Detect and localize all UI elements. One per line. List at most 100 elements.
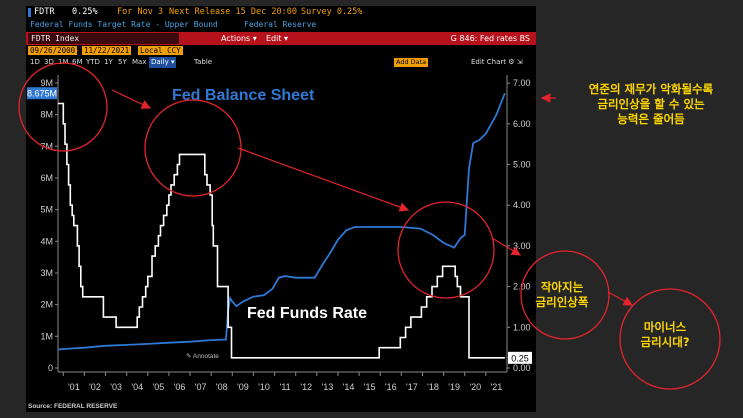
for-label: For Nov 3 [117,7,164,17]
date-from[interactable]: 09/26/2000 [28,46,78,55]
x-tick-label: '16 [385,382,397,392]
currency-select[interactable]: Local CCY [138,46,183,55]
x-tick-label: '15 [364,382,376,392]
left-tick-label: 7M [40,141,53,151]
x-tick-label: '02 [89,382,101,392]
x-tick-label: '14 [343,382,355,392]
add-data-button[interactable]: Add Data [394,58,429,67]
period-1d[interactable]: 1D [30,58,40,66]
circle-middle-note [520,250,610,340]
annotation-bottom: 마이너스 금리시대? [610,320,720,350]
next-release: Next Release 15 Dec 20:00 [169,7,297,17]
period-ytd[interactable]: YTD [86,58,100,66]
circle-balance-end [18,62,108,152]
period-1m[interactable]: 1M [58,58,69,66]
arrow-to-middle-note [491,237,522,256]
rate-last-value: 0.25 [511,353,529,363]
x-tick-label: '18 [427,382,439,392]
right-tick-label: 5.00 [513,160,531,170]
rate-last-tag [508,351,532,364]
left-tick-label: 3M [40,268,53,278]
annotation-bottom-line-1: 마이너스 [643,320,687,334]
fed-funds-rate-line [58,102,505,359]
balance-sheet-series-label: Fed Balance Sheet [172,87,315,104]
date-separator: - [75,46,80,55]
command-bar: FDTR Index Actions ▾ Edit ▾ G 846: Fed r… [26,32,536,45]
annotate-button: ✎ Annotate [186,353,219,360]
period-6m[interactable]: 6M [72,58,83,66]
survey: Survey 0.25% [301,7,363,17]
ticker-marker-icon [28,8,31,17]
arrow-to-bottom-note [607,291,634,306]
x-tick-label: '13 [322,382,334,392]
arrow-to-peak-2006 [111,89,152,109]
actions-label: Actions [221,34,251,43]
annotation-top-right: 연준의 재무가 악화될수록 금리인상을 할 수 있는 능력은 줄어듬 [566,82,736,127]
balance-sheet-line [57,92,506,351]
x-tick-label: '17 [406,382,418,392]
frequency-select[interactable]: Daily ▾ [149,57,177,68]
table-button[interactable]: Table [194,58,213,66]
right-tick-label: 4.00 [513,200,531,210]
x-tick-label: '07 [195,382,207,392]
period-3d[interactable]: 3D [44,58,54,66]
source-name: Federal Reserve [244,20,317,29]
description-row: Federal Funds Target Rate - Upper Bound … [26,19,536,31]
left-tick-label: 8M [40,110,53,120]
left-tick-label: 5M [40,205,53,215]
circle-rate-peak-2006 [144,99,242,197]
right-tick-label: 7.00 [513,78,531,88]
annotation-middle-line-1: 작아지는 [540,280,584,294]
description: Federal Funds Target Rate - Upper Bound [30,20,218,29]
annotation-top-line-3: 능력은 줄어듬 [617,112,685,126]
x-tick-label: '01 [68,382,80,392]
right-tick-label: 6.00 [513,119,531,129]
annotation-bottom-line-2: 금리시대? [640,335,690,349]
left-tick-label: 2M [40,300,53,310]
x-tick-label: '21 [491,382,503,392]
x-tick-label: '03 [110,382,122,392]
x-tick-label: '11 [280,382,291,392]
circle-rate-peak-2018 [397,201,495,299]
annotation-top-line-1: 연준의 재무가 악화될수록 [588,82,714,96]
x-tick-label: '05 [152,382,164,392]
x-tick-label: '12 [300,382,312,392]
annotation-middle-line-2: 금리인상폭 [535,295,589,309]
left-tick-label: 0 [48,363,53,373]
bloomberg-terminal: FDTR 0.25% For Nov 3 Next Release 15 Dec… [26,6,536,412]
edit-label: Edit [266,34,282,43]
annotation-top-line-2: 금리인상을 할 수 있는 [597,97,705,111]
left-tick-label: 9M [40,78,53,88]
right-tick-label: 1.00 [513,322,531,332]
actions-menu[interactable]: Actions ▾ [221,34,257,43]
right-tick-label: 0.00 [513,363,531,373]
period-max[interactable]: Max [132,58,147,66]
balance-sheet-last-value: 8.675M [27,89,57,99]
date-row: 09/26/2000 - 11/22/2021 Local CCY [26,45,536,56]
x-tick-label: '06 [174,382,186,392]
x-tick-label: '10 [258,382,270,392]
balance-sheet-last-tag [27,87,57,100]
rate-series-label: Fed Funds Rate [247,305,367,322]
header-row: FDTR 0.25% For Nov 3 Next Release 15 Dec… [26,6,536,19]
left-tick-label: 4M [40,236,53,246]
period-5y[interactable]: 5Y [118,58,127,66]
x-tick-label: '19 [448,382,460,392]
chart-source: Source: FEDERAL RESERVE [28,403,118,410]
edit-chart-button[interactable]: Edit Chart ⚙ ⇲ [471,58,523,66]
security-field[interactable]: FDTR Index [28,33,179,44]
x-tick-label: '04 [131,382,143,392]
left-tick-label: 6M [40,173,53,183]
frequency-label: Daily [151,58,169,66]
left-tick-label: 1M [40,331,53,341]
edit-chart-label: Edit Chart [471,58,507,66]
annotation-middle: 작아지는 금리인상폭 [506,280,618,310]
date-to[interactable]: 11/22/2021 [82,46,132,55]
edit-menu[interactable]: Edit ▾ [266,34,289,43]
ticker: FDTR [34,7,55,17]
circle-bottom-note [619,288,721,390]
right-tick-label: 3.00 [513,241,531,251]
period-1y[interactable]: 1Y [104,58,113,66]
arrow-to-peak-2018 [237,147,410,212]
